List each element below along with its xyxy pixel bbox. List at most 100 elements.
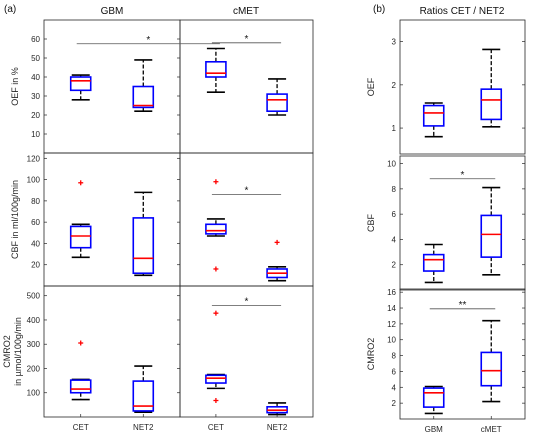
box-iqr [69, 225, 92, 249]
y-tick-label: 8 [392, 185, 397, 194]
axes-frame [179, 152, 314, 287]
y-tick-label: 10 [31, 130, 40, 139]
box-0 [205, 310, 227, 404]
box-iqr [480, 351, 503, 387]
y-tick-label: 2 [392, 399, 397, 408]
panel-label-a: (a) [4, 4, 16, 15]
y-tick-label: 6 [392, 210, 397, 219]
plot-oef-gbm: 10 20 30 40 50 60 OEF in % [10, 19, 181, 154]
x-tick-label: NET2 [267, 423, 288, 432]
y-tick-label: 80 [31, 197, 40, 206]
box-iqr [205, 60, 227, 78]
y-tick-label: 10 [387, 336, 396, 345]
y-tick-label: 40 [31, 73, 40, 82]
box-iqr [266, 93, 288, 112]
outlier-marker [78, 180, 84, 186]
box-iqr [480, 88, 503, 121]
plot-cbf-cmet: * [179, 152, 314, 287]
axes-frame [399, 19, 526, 155]
y-tick-label: 100 [27, 176, 41, 185]
box-iqr [69, 379, 92, 394]
y-tick-label: 400 [27, 316, 41, 325]
box-0 [69, 340, 92, 401]
box-1 [266, 239, 288, 282]
y-tick-label: 30 [31, 92, 40, 101]
axes-frame [399, 155, 526, 291]
y-tick-label: 4 [392, 383, 397, 392]
significance-marker: * [245, 34, 249, 45]
plot-cmro2-cmet: CET NET2 * [179, 285, 314, 432]
box-iqr [205, 374, 227, 384]
y-tick-label: 4 [392, 235, 397, 244]
box-0 [422, 102, 445, 138]
box-1 [132, 191, 155, 277]
box-1 [266, 78, 288, 116]
box-iqr [422, 253, 445, 272]
box-1 [480, 48, 503, 128]
y-tick-label: 200 [27, 364, 41, 373]
outlier-marker [213, 266, 219, 272]
axes-frame [43, 152, 181, 287]
group-title-gbm: GBM [101, 6, 124, 17]
x-tick-label: CET [208, 423, 224, 432]
outlier-marker [274, 239, 280, 245]
plot-oef-cmet: * [179, 19, 314, 154]
y-tick-label: 16 [387, 288, 396, 297]
significance-marker-cross-panel: * [146, 35, 150, 46]
y-tick-label: 3 [392, 38, 397, 47]
box-1 [266, 402, 288, 416]
y-axis-label-units: in µmol/100g/min [13, 317, 23, 386]
box-plots: 10 20 30 40 50 60 OEF in % * 20 40 60 80 100 120 CBF i… [2, 19, 526, 434]
plot-ratio-cmro2: 2 4 6 8 10 12 14 16 CMRO2 GBM cMET ** [366, 288, 526, 434]
y-tick-label: 14 [387, 304, 396, 313]
outlier-marker [213, 179, 219, 185]
box-iqr [480, 214, 503, 258]
y-axis-label: OEF in % [10, 67, 20, 106]
panel-label-b: (b) [373, 4, 385, 15]
box-0 [422, 243, 445, 284]
box-iqr [132, 85, 155, 109]
box-0 [69, 180, 92, 259]
axes-frame [43, 19, 181, 154]
y-tick-label: 10 [387, 160, 396, 169]
y-axis-label: CMRO2 [366, 338, 376, 371]
y-axis-label: CMRO2 [2, 335, 12, 368]
group-title-cmet: cMET [233, 6, 259, 17]
x-tick-label: CET [73, 423, 89, 432]
y-tick-label: 2 [392, 81, 397, 90]
y-tick-label: 2 [392, 261, 397, 270]
x-tick-label: GBM [425, 425, 444, 434]
y-tick-label: 500 [27, 292, 41, 301]
axes-frame [43, 285, 181, 418]
significance-marker: * [245, 185, 249, 196]
box-iqr [69, 76, 92, 92]
y-tick-label: 60 [31, 35, 40, 44]
significance-marker: ** [459, 300, 467, 311]
axes-frame [179, 285, 314, 418]
box-0 [205, 179, 227, 272]
y-tick-label: 20 [31, 111, 40, 120]
plot-ratio-cbf: 2 4 6 8 10 CBF * [366, 155, 526, 291]
box-1 [132, 365, 155, 413]
box-1 [132, 59, 155, 112]
y-tick-label: 40 [31, 239, 40, 248]
significance-marker: * [245, 296, 249, 307]
box-0 [69, 74, 92, 101]
box-1 [480, 186, 503, 276]
box-iqr [132, 380, 155, 412]
y-tick-label: 300 [27, 340, 41, 349]
y-axis-label: CBF [366, 213, 376, 232]
y-tick-label: 6 [392, 367, 397, 376]
box-1 [480, 319, 503, 403]
box-iqr [205, 223, 227, 235]
outlier-marker [78, 340, 84, 346]
y-tick-label: 120 [27, 154, 41, 163]
axes-frame [399, 288, 526, 420]
plot-cbf-gbm: 20 40 60 80 100 120 CBF in ml/100g/min [10, 152, 181, 287]
plot-ratio-oef: 1 2 3 OEF [366, 19, 526, 155]
group-title-ratios: Ratios CET / NET2 [420, 6, 505, 17]
x-tick-label: NET2 [133, 423, 154, 432]
box-0 [422, 385, 445, 415]
significance-marker: * [461, 170, 465, 181]
